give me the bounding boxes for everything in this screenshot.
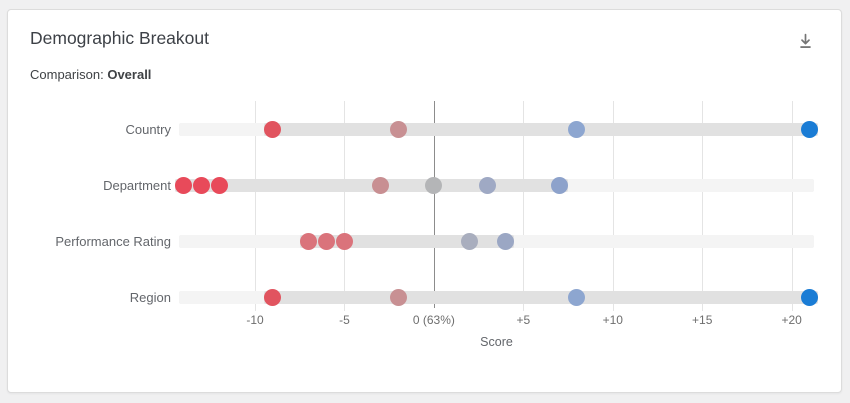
data-point[interactable]: [174, 177, 192, 194]
gridline: [344, 101, 346, 311]
comparison-text: Comparison: Overall: [30, 67, 151, 82]
axis-tick-label: +10: [602, 313, 623, 327]
data-point[interactable]: [801, 121, 819, 138]
axis-tick-label: +20: [781, 313, 802, 327]
demographic-breakout-card: Demographic Breakout Comparison: Overall…: [7, 9, 842, 393]
gridline: [255, 101, 257, 311]
data-point[interactable]: [461, 233, 479, 250]
row-range-bar: [264, 291, 819, 304]
data-point[interactable]: [479, 177, 497, 194]
data-point[interactable]: [371, 177, 389, 194]
download-icon: [799, 33, 811, 48]
row-label-region: Region: [129, 289, 171, 305]
axis-tick-label: -5: [339, 313, 350, 327]
data-point[interactable]: [300, 233, 318, 250]
data-point[interactable]: [389, 289, 407, 306]
dot-plot-chart: -10 -5 0 (63%) +5 +10 +15 +20 Country Department…: [8, 101, 843, 361]
data-point[interactable]: [568, 289, 586, 306]
row-label-department: Department: [103, 177, 171, 193]
gridline: [791, 101, 793, 311]
data-point[interactable]: [389, 121, 407, 138]
axis-tick-label: 0 (63%): [412, 313, 455, 327]
data-point[interactable]: [496, 233, 514, 250]
comparison-label: Comparison:: [30, 67, 104, 82]
comparison-value: Overall: [107, 67, 152, 82]
axis-tick-label: -10: [246, 313, 264, 327]
download-button[interactable]: [794, 32, 816, 54]
data-point[interactable]: [264, 289, 282, 306]
data-point[interactable]: [425, 177, 443, 194]
x-axis-title: Score: [480, 335, 513, 349]
data-point[interactable]: [318, 233, 336, 250]
data-point[interactable]: [801, 289, 819, 306]
row-range-bar: [300, 235, 514, 248]
data-point[interactable]: [264, 121, 282, 138]
gridline: [523, 101, 525, 311]
row-range-bar: [264, 123, 819, 136]
row-range-bar: [174, 179, 568, 192]
row-label-performance-rating: Performance Rating: [55, 233, 171, 249]
gridline: [702, 101, 704, 311]
zero-line: [433, 101, 435, 308]
row-label-country: Country: [125, 121, 171, 137]
axis-tick-label: +5: [516, 313, 531, 327]
data-point[interactable]: [568, 121, 586, 138]
data-point[interactable]: [192, 177, 210, 194]
data-point[interactable]: [335, 233, 353, 250]
data-point[interactable]: [550, 177, 568, 194]
gridline: [612, 101, 614, 311]
axis-tick-label: +15: [692, 313, 713, 327]
page-title: Demographic Breakout: [30, 28, 209, 48]
data-point[interactable]: [210, 177, 228, 194]
